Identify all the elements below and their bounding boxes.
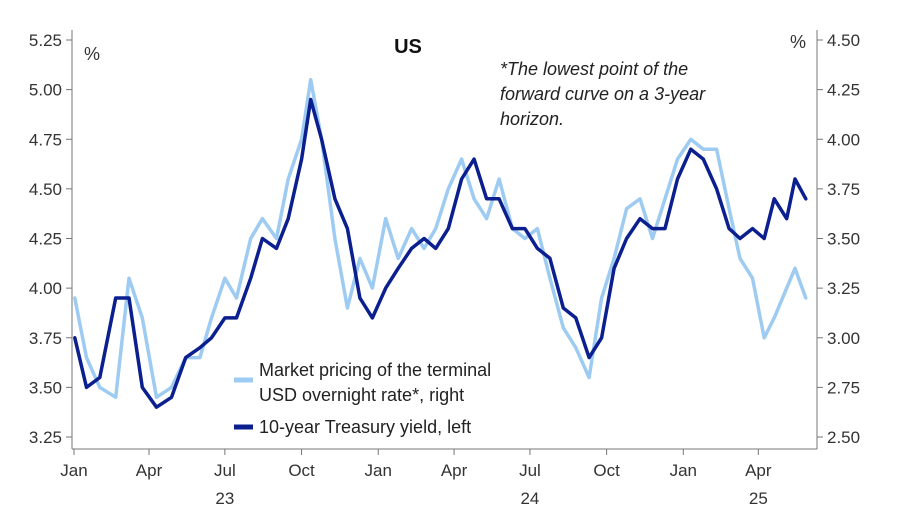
legend: Market pricing of the terminal USD overn… [234,360,491,437]
series-line-treasury-yield [73,97,808,409]
left-tick-label: 3.50 [29,378,62,397]
right-tick-label: 3.75 [827,180,860,199]
x-tick-label: Apr [136,461,163,480]
x-tick-label: Apr [441,461,468,480]
annotation-line-3: horizon. [500,109,564,129]
x-tick-label: Apr [745,461,772,480]
x-tick-label: Jan [670,461,697,480]
legend-label-market-pricing-line-1: Market pricing of the terminal [259,360,491,380]
x-year-label: 24 [520,489,539,508]
right-axis-ticks: 2.50 2.75 3.00 3.25 3.50 3.75 4.00 4.25 4.50 [817,31,860,447]
legend-label-treasury-yield: 10-year Treasury yield, left [259,417,471,437]
x-year-label: 23 [215,489,234,508]
left-tick-label: 4.75 [29,130,62,149]
x-year-label: 25 [749,489,768,508]
left-tick-label: 5.00 [29,81,62,100]
left-tick-label: 3.25 [29,428,62,447]
right-tick-label: 4.50 [827,31,860,50]
x-tick-label: Jul [519,461,541,480]
right-tick-label: 2.75 [827,378,860,397]
right-tick-label: 4.00 [827,130,860,149]
x-axis-ticks: Jan Apr Jul Oct Jan Apr Jul Oct Jan Apr 23 24 25 [60,449,772,508]
left-tick-label: 4.50 [29,180,62,199]
left-tick-label: 4.25 [29,230,62,249]
annotation-line-1: *The lowest point of the [500,59,688,79]
right-tick-label: 3.50 [827,230,860,249]
legend-label-market-pricing-line-2: USD overnight rate*, right [259,385,464,405]
series-line-market-pricing [73,77,808,400]
left-tick-label: 5.25 [29,31,62,50]
right-tick-label: 4.25 [827,81,860,100]
x-tick-label: Jan [60,461,87,480]
left-tick-label: 3.75 [29,329,62,348]
annotation-line-2: forward curve on a 3-year [500,84,706,104]
right-tick-label: 2.50 [827,428,860,447]
chart-title: US [394,36,422,58]
series-layer [73,77,808,409]
right-axis-unit: % [790,32,806,52]
left-tick-label: 4.00 [29,279,62,298]
x-tick-label: Jul [214,461,236,480]
right-tick-label: 3.00 [827,329,860,348]
x-tick-label: Jan [365,461,392,480]
x-tick-label: Oct [593,461,620,480]
left-axis-ticks: 3.25 3.50 3.75 4.00 4.25 4.50 4.75 5.00 5.25 [29,31,72,447]
right-tick-label: 3.25 [827,279,860,298]
x-tick-label: Oct [288,461,315,480]
left-axis-unit: % [84,44,100,64]
